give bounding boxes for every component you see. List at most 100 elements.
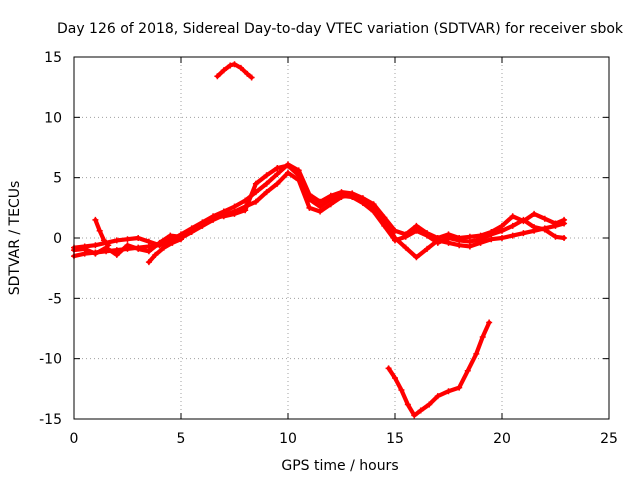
- data-point: [210, 214, 217, 221]
- data-point: [199, 220, 206, 227]
- data-point: [285, 169, 291, 176]
- data-point: [135, 235, 142, 241]
- data-point: [220, 213, 227, 220]
- data-point: [413, 254, 420, 261]
- x-tick-label: 25: [600, 431, 618, 447]
- data-point: [402, 233, 409, 240]
- data-point: [274, 180, 281, 187]
- data-point: [531, 224, 538, 231]
- data-point: [231, 210, 238, 217]
- data-point: [413, 227, 420, 234]
- data-point: [145, 259, 152, 266]
- y-tick-label: -10: [39, 352, 62, 368]
- data-point: [237, 64, 244, 71]
- chart-title: Day 126 of 2018, Sidereal Day-to-day VTE…: [57, 21, 624, 37]
- data-point: [252, 198, 259, 205]
- series-group: [71, 61, 568, 419]
- data-point: [456, 237, 463, 244]
- data-point: [244, 70, 251, 77]
- data-point: [160, 244, 167, 251]
- data-point: [306, 204, 313, 211]
- data-point: [552, 233, 559, 240]
- data-point: [499, 235, 505, 241]
- x-tick-label: 20: [493, 431, 511, 447]
- data-point: [92, 242, 99, 249]
- y-tick-label: 0: [53, 231, 62, 247]
- data-point: [338, 192, 345, 199]
- y-axis-label: SDTVAR / TECUs: [7, 181, 23, 296]
- data-point: [531, 210, 538, 217]
- data-point: [411, 412, 418, 419]
- y-tick-label: -5: [48, 291, 62, 307]
- data-point: [434, 393, 441, 400]
- data-point: [156, 239, 163, 246]
- data-point: [274, 165, 281, 172]
- data-point: [252, 180, 259, 187]
- data-point: [473, 350, 480, 357]
- y-tick-label: 10: [44, 110, 62, 126]
- data-point: [477, 236, 484, 243]
- data-point: [92, 216, 99, 223]
- x-axis-label: GPS time / hours: [281, 458, 398, 474]
- y-tick-label: 5: [53, 171, 62, 187]
- data-point: [113, 237, 120, 244]
- data-point: [520, 216, 527, 223]
- data-point: [327, 196, 334, 203]
- x-tick-label: 0: [70, 431, 79, 447]
- data-point: [306, 196, 313, 203]
- data-point: [242, 207, 249, 214]
- data-point: [152, 251, 159, 258]
- data-point: [263, 189, 270, 196]
- data-point: [92, 250, 99, 257]
- data-point: [381, 222, 388, 229]
- data-point: [105, 242, 112, 249]
- data-point: [424, 232, 431, 239]
- data-point: [424, 245, 431, 252]
- data-point: [295, 172, 302, 179]
- data-point: [541, 226, 548, 233]
- data-point: [96, 227, 103, 234]
- data-point: [178, 236, 184, 243]
- data-point: [214, 73, 221, 80]
- x-tick-label: 10: [279, 431, 297, 447]
- data-point: [509, 213, 516, 220]
- data-point: [445, 235, 452, 241]
- data-point: [479, 333, 486, 340]
- data-point: [359, 200, 366, 207]
- data-point: [402, 244, 409, 251]
- data-point: [445, 388, 452, 395]
- tick-labels: 0 5 10 15 20 25 15 10 5 0 -5 -10 -15: [39, 50, 618, 447]
- x-tick-label: 15: [386, 431, 404, 447]
- data-point: [81, 245, 88, 252]
- data-point: [370, 208, 377, 215]
- data-point: [317, 203, 324, 210]
- data-point: [417, 407, 424, 414]
- data-point: [169, 239, 176, 246]
- data-point: [404, 401, 411, 408]
- data-point: [145, 238, 152, 245]
- data-point: [248, 74, 255, 81]
- data-point: [392, 374, 398, 381]
- series-line-segment-low: [386, 320, 492, 418]
- data-point: [167, 232, 174, 239]
- data-point: [486, 319, 493, 326]
- x-tick-label: 5: [177, 431, 186, 447]
- data-point: [392, 237, 398, 244]
- data-point: [434, 239, 441, 246]
- data-point: [398, 387, 405, 394]
- data-point: [509, 222, 516, 229]
- data-point: [285, 162, 291, 169]
- data-point: [466, 238, 473, 245]
- data-point: [552, 220, 559, 227]
- data-point: [135, 245, 142, 252]
- data-point: [370, 201, 377, 208]
- data-point: [231, 61, 238, 68]
- data-point: [464, 367, 471, 374]
- y-tick-label: 15: [44, 50, 62, 66]
- data-point: [426, 401, 433, 408]
- data-point: [561, 235, 568, 241]
- data-point: [381, 214, 388, 221]
- data-point: [520, 230, 527, 237]
- data-point: [124, 236, 131, 243]
